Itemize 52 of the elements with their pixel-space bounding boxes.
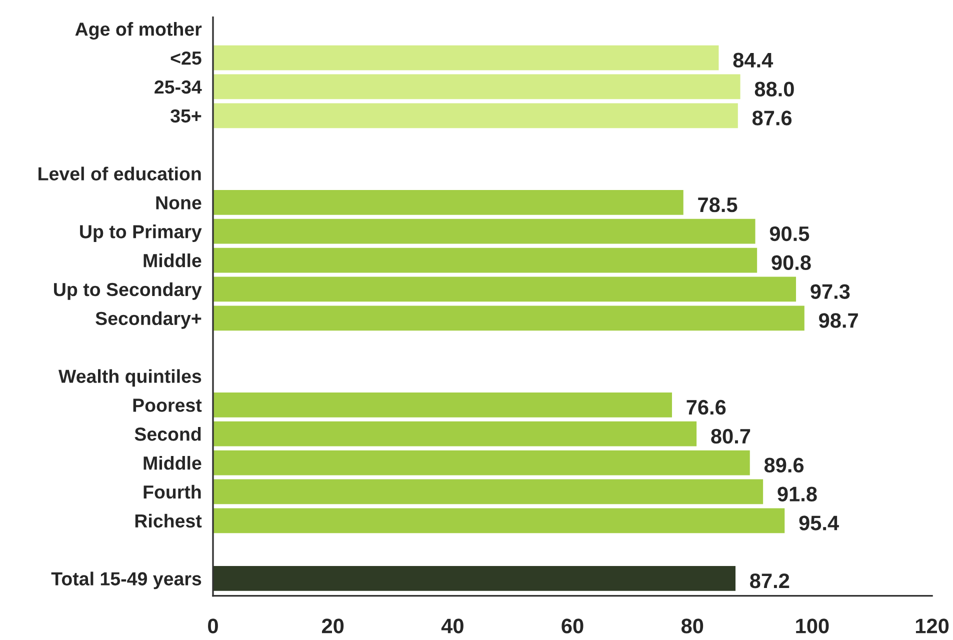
y-tick-label: Fourth <box>144 484 201 499</box>
x-tick-label: 100 <box>796 618 829 634</box>
y-tick-label: Secondary+ <box>96 311 202 329</box>
bar <box>212 218 756 244</box>
bar <box>212 450 750 476</box>
y-tick-label: Up to Secondary <box>54 282 202 300</box>
data-label: 98.7 <box>819 313 858 328</box>
y-tick-label: 25-34 <box>154 80 202 94</box>
data-label: 87.2 <box>750 573 790 588</box>
x-tick-label: 20 <box>322 618 344 634</box>
y-tick-label: Middle <box>144 456 202 470</box>
bar <box>212 103 738 128</box>
data-label: 78.5 <box>698 197 738 212</box>
data-label: 90.5 <box>770 226 810 242</box>
bar <box>212 566 736 591</box>
y-tick-label: Richest <box>135 514 202 528</box>
bar <box>212 74 740 100</box>
x-tick-label: 0 <box>208 618 218 634</box>
y-tick-label: Poorest <box>133 398 202 412</box>
bar <box>212 248 758 273</box>
data-label: 95.4 <box>799 516 839 530</box>
data-label: 89.6 <box>764 458 804 473</box>
bar <box>212 276 796 302</box>
bar <box>212 306 804 331</box>
y-tick-label: <25 <box>170 51 202 65</box>
y-tick-label: Level of education <box>38 166 201 180</box>
data-label: 87.6 <box>752 110 792 126</box>
data-label: 84.4 <box>733 52 774 68</box>
bar <box>212 421 697 446</box>
x-tick-label: 80 <box>681 618 704 634</box>
bar <box>212 45 719 70</box>
y-tick-label: 35+ <box>170 109 202 123</box>
y-tick-label: Second <box>134 427 201 441</box>
x-tick-label: 40 <box>441 618 464 634</box>
data-label: 91.8 <box>778 486 817 502</box>
y-tick-label: Age of mother <box>75 22 202 40</box>
x-tick-label: 60 <box>562 618 584 634</box>
bar <box>212 508 785 534</box>
data-label: 97.3 <box>810 284 850 299</box>
y-tick-label: Up to Primary <box>80 224 202 242</box>
y-tick-label: Wealth quintiles <box>58 369 202 387</box>
data-label: 90.8 <box>772 255 811 270</box>
y-tick-label: Total 15-49 years <box>51 572 202 590</box>
data-label: 80.7 <box>711 428 750 444</box>
bar <box>212 479 764 504</box>
x-tick-label: 120 <box>916 618 949 634</box>
bar <box>212 392 672 418</box>
data-label: 88.0 <box>754 82 794 96</box>
bar <box>212 190 684 215</box>
data-label: 76.6 <box>686 400 726 415</box>
y-tick-label: None <box>156 196 202 210</box>
y-tick-label: Middle <box>144 253 202 268</box>
